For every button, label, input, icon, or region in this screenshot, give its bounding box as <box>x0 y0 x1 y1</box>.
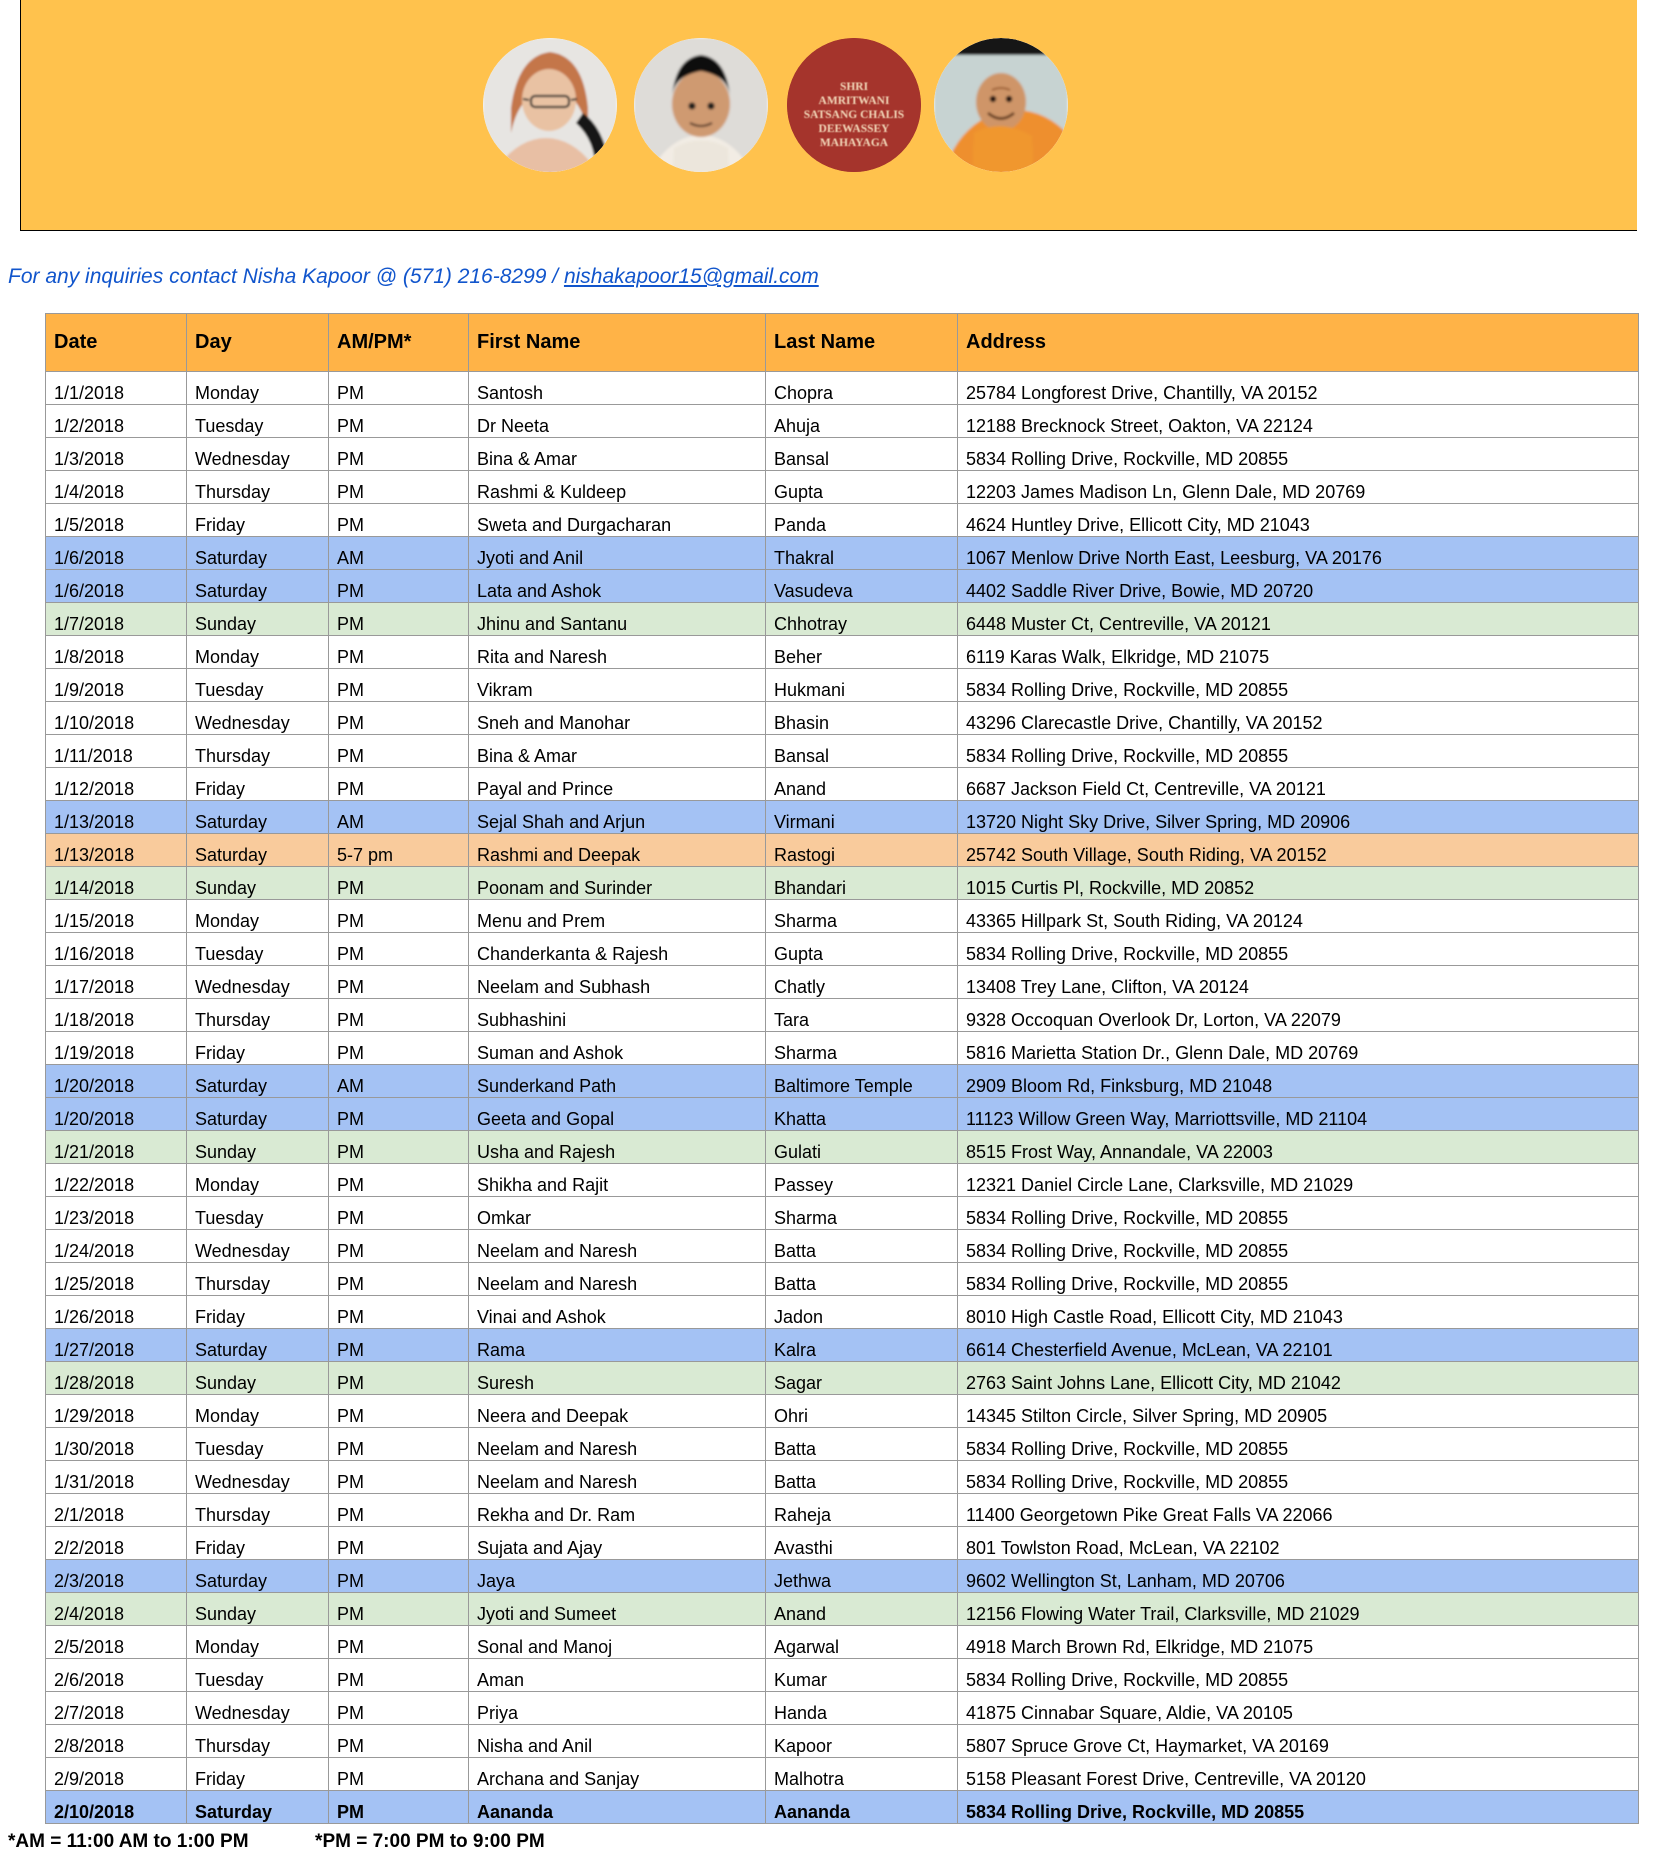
svg-text:AMRITWANI: AMRITWANI <box>819 95 890 107</box>
svg-text:DEEWASSEY: DEEWASSEY <box>819 123 891 135</box>
svg-text:MAHAYAGA: MAHAYAGA <box>820 137 889 149</box>
svg-text:SHRI: SHRI <box>840 81 869 93</box>
svg-text:SATSANG CHALIS: SATSANG CHALIS <box>804 109 904 121</box>
